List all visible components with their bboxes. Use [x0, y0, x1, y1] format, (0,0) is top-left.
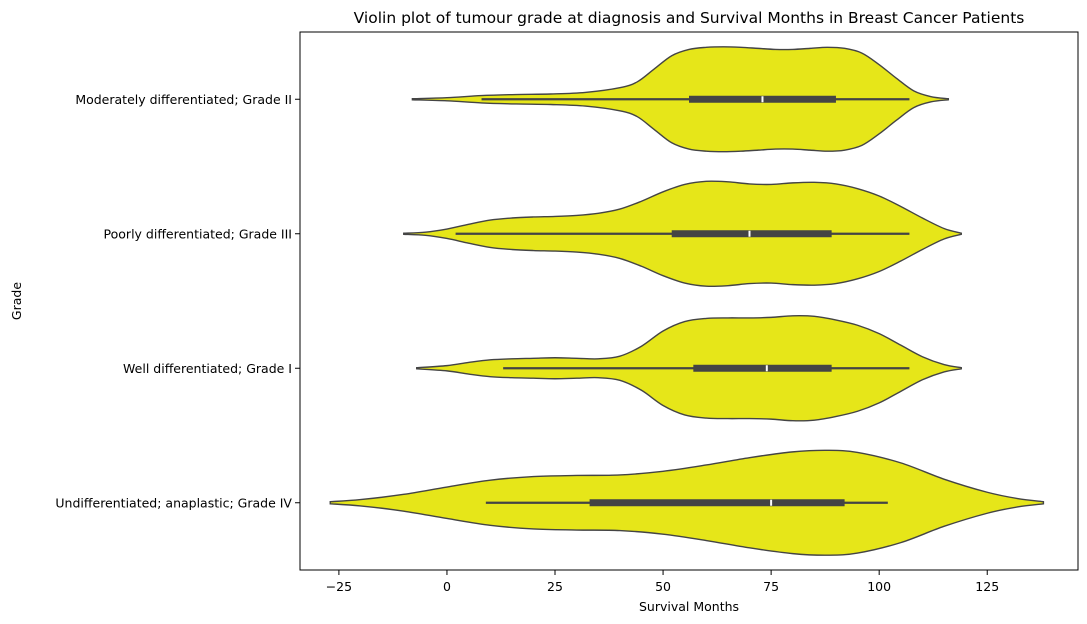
- x-tick-label: 100: [867, 579, 891, 594]
- violin-group: [329, 449, 1045, 556]
- x-tick-label: 25: [547, 579, 563, 594]
- y-axis: Moderately differentiated; Grade II Poorl…: [55, 92, 300, 510]
- x-tick-label: −25: [326, 579, 352, 594]
- y-tick-label: Poorly differentiated; Grade III: [104, 226, 292, 241]
- x-tick-label: 125: [975, 579, 999, 594]
- violin-group: [403, 180, 962, 288]
- y-axis-label: Grade: [9, 282, 24, 320]
- y-tick-label: Moderately differentiated; Grade II: [75, 92, 292, 107]
- chart-title: Violin plot of tumour grade at diagnosis…: [354, 9, 1025, 27]
- violin-group: [411, 46, 950, 153]
- violin-group: [416, 315, 962, 422]
- y-tick-label: Undifferentiated; anaplastic; Grade IV: [55, 495, 292, 510]
- y-tick-label: Well differentiated; Grade I: [123, 361, 292, 376]
- plot-area: [329, 46, 1045, 556]
- x-axis-label: Survival Months: [639, 599, 739, 614]
- plot-frame: [299, 31, 1079, 571]
- x-tick-label: 0: [443, 579, 451, 594]
- x-tick-label: 75: [763, 579, 779, 594]
- x-tick-label: 50: [655, 579, 671, 594]
- x-axis: −25 0 25 50 75 100 125: [326, 570, 999, 594]
